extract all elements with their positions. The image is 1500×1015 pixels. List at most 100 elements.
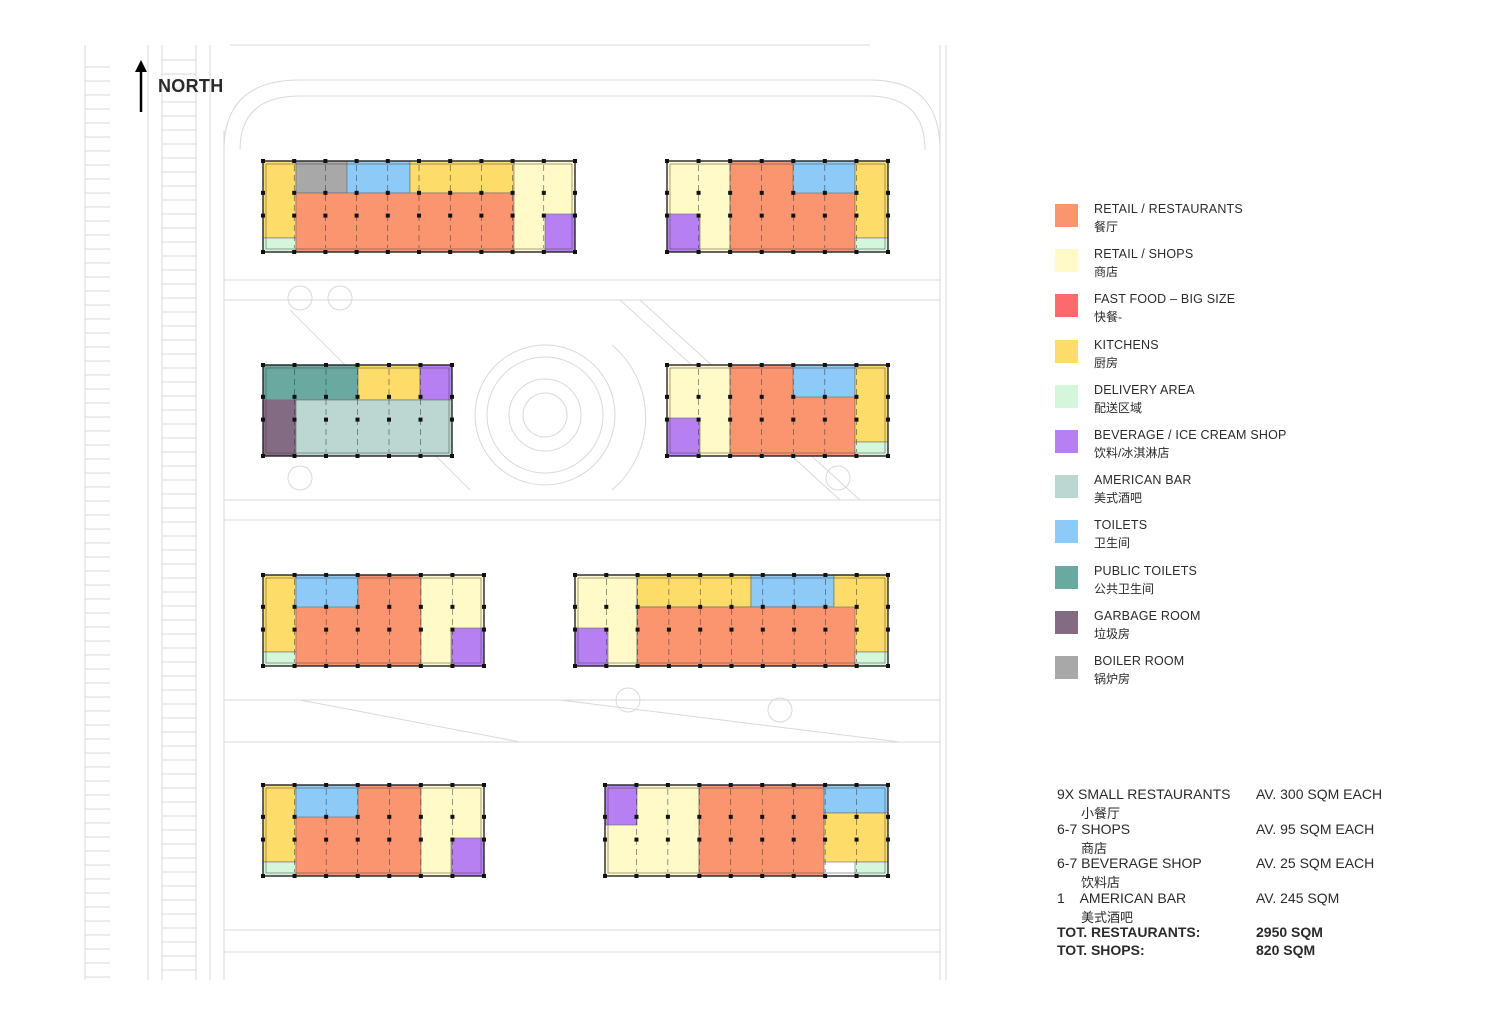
legend-swatch	[1055, 520, 1078, 544]
area-summary: 9X SMALL RESTAURANTS AV. 300 SQM EACH 小餐…	[1057, 786, 1477, 959]
structural-column	[854, 573, 859, 577]
structural-column	[324, 454, 328, 458]
structural-column	[665, 454, 669, 458]
structural-column	[573, 604, 577, 609]
structural-column	[886, 213, 890, 218]
structural-column	[510, 159, 515, 163]
structural-column	[729, 627, 734, 632]
structural-column	[791, 837, 796, 842]
beverage-shop	[604, 784, 638, 826]
structural-column	[479, 250, 484, 254]
structural-column	[261, 573, 265, 577]
structural-column	[760, 783, 765, 787]
building-block	[573, 573, 890, 668]
toilet-zone	[295, 784, 359, 818]
structural-column	[665, 394, 669, 399]
buildings-layer	[261, 159, 890, 878]
delivery-area	[854, 651, 889, 667]
structural-column	[696, 454, 701, 458]
structural-column	[261, 874, 265, 878]
structural-column	[482, 783, 486, 787]
structural-column	[573, 250, 577, 254]
structural-column	[666, 627, 671, 632]
structural-column	[760, 573, 765, 577]
structural-column	[418, 604, 423, 609]
structural-column	[854, 159, 859, 163]
structural-column	[355, 837, 360, 842]
kitchen-zone	[262, 160, 297, 239]
structural-column	[854, 454, 859, 458]
structural-column	[634, 837, 639, 842]
structural-column	[573, 627, 577, 632]
legend-label: DELIVERY AREA	[1094, 382, 1195, 397]
structural-column	[292, 783, 297, 787]
structural-column	[791, 213, 796, 218]
legend-swatch	[1055, 384, 1078, 408]
structural-column	[728, 394, 733, 399]
legend-swatch	[1055, 249, 1078, 273]
structural-column	[759, 190, 764, 195]
structural-column	[696, 213, 701, 218]
structural-column	[698, 573, 703, 577]
structural-column	[886, 627, 890, 632]
structural-column	[355, 394, 360, 399]
beverage-shop	[544, 213, 576, 253]
structural-column	[450, 783, 455, 787]
kitchen-zone	[409, 160, 515, 194]
legend-item-kitchens: KITCHENS 厨房	[1055, 338, 1475, 383]
structural-column	[261, 814, 265, 819]
legend-swatch	[1055, 339, 1078, 363]
structural-column	[698, 627, 703, 632]
structural-column	[261, 604, 265, 609]
garbage-room	[262, 399, 297, 457]
structural-column	[573, 213, 577, 218]
summary-value: AV. 245 SQM	[1256, 889, 1340, 906]
structural-column	[450, 664, 455, 668]
legend-label-zh: 卫生间	[1094, 536, 1131, 551]
legend-label-zh: 厨房	[1094, 355, 1119, 370]
building-inner-outline	[669, 163, 886, 250]
structural-column	[886, 417, 890, 422]
summary-row: 6-7 SHOPS AV. 95 SQM EACH 商店	[1057, 821, 1477, 856]
structural-column	[823, 874, 828, 878]
structural-column	[324, 417, 328, 422]
structural-column	[665, 814, 670, 819]
structural-column	[760, 627, 765, 632]
structural-column	[261, 783, 265, 787]
building-block	[603, 783, 890, 878]
structural-column	[448, 213, 453, 218]
structural-column	[418, 837, 423, 842]
structural-column	[665, 874, 670, 878]
structural-column	[791, 417, 796, 422]
structural-column	[261, 213, 265, 218]
building-block	[261, 573, 486, 668]
building-inner-outline	[265, 367, 450, 454]
structural-column	[886, 573, 890, 577]
structural-column	[354, 190, 359, 195]
structural-column	[886, 250, 890, 254]
structural-column	[573, 190, 577, 195]
structural-column	[759, 417, 764, 422]
legend-label: BOILER ROOM	[1094, 653, 1185, 668]
summary-value: AV. 95 SQM EACH	[1256, 820, 1375, 837]
kitchen-zone	[854, 160, 889, 239]
legend-item-fast-food: FAST FOOD – BIG SIZE 快餐-	[1055, 292, 1475, 337]
structural-column	[510, 250, 515, 254]
delivery-area	[854, 861, 889, 877]
structural-column	[387, 783, 392, 787]
structural-column	[823, 783, 828, 787]
structural-column	[635, 664, 640, 668]
delivery-area	[262, 861, 297, 877]
structural-column	[822, 213, 827, 218]
restaurant-zone	[636, 606, 856, 667]
structural-column	[760, 837, 765, 842]
structural-column	[482, 627, 486, 632]
summary-row: 9X SMALL RESTAURANTS AV. 300 SQM EACH 小餐…	[1057, 786, 1477, 821]
beverage-shop	[450, 627, 485, 667]
american-bar	[295, 399, 453, 457]
legend-label-zh: 快餐-	[1094, 310, 1122, 325]
legend-label: RETAIL / RESTAURANTS	[1094, 202, 1243, 216]
legend-label: GARBAGE ROOM	[1094, 608, 1201, 623]
structural-column	[292, 190, 297, 195]
legend-swatch	[1055, 429, 1078, 453]
